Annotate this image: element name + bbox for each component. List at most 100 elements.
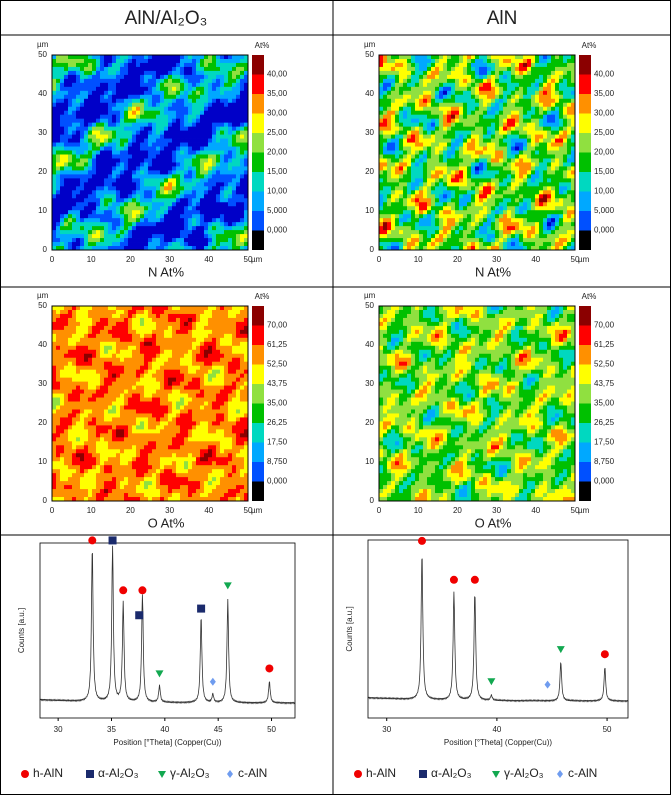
map-cell [148, 118, 153, 124]
map-cell [387, 146, 392, 151]
map-cell [383, 102, 388, 108]
map-cell [172, 222, 177, 227]
map-cell [435, 146, 440, 151]
map-cell [475, 226, 480, 231]
map-cell [100, 98, 105, 104]
map-cell [116, 94, 121, 100]
map-cell [236, 174, 241, 179]
map-cell [555, 238, 560, 243]
map-cell [92, 170, 97, 175]
map-cell [419, 62, 424, 68]
map-cell [176, 146, 181, 151]
map-cell [387, 150, 392, 155]
x-tick-label: 10 [414, 255, 423, 264]
map-cell [471, 94, 476, 100]
map-cell [423, 118, 428, 124]
map-cell [439, 118, 444, 124]
map-cell [52, 437, 57, 442]
map-cell [423, 70, 428, 76]
map-cell [475, 210, 480, 215]
map-cell [431, 102, 436, 108]
map-cell [423, 126, 428, 132]
map-cell [383, 114, 388, 120]
map-cell [415, 86, 420, 92]
map-cell [455, 134, 460, 139]
map-cell [140, 118, 145, 124]
map-cell [104, 118, 109, 124]
plot-frame [378, 54, 576, 251]
map-cell [56, 465, 61, 470]
map-cell [148, 242, 153, 247]
map-cell [92, 214, 97, 219]
map-cell [104, 86, 109, 92]
map-cell [56, 94, 61, 100]
map-cell [208, 174, 213, 179]
map-cell [415, 190, 420, 195]
map-cell [244, 234, 249, 239]
map-cell [148, 166, 153, 171]
map-cell [403, 102, 408, 108]
map-cell [527, 214, 532, 219]
map-cell [88, 114, 93, 120]
map-cell [443, 146, 448, 151]
map-cell [499, 226, 504, 231]
map-cell [415, 242, 420, 247]
map-cell [180, 214, 185, 219]
map-cell [160, 186, 165, 191]
map-cell [439, 206, 444, 211]
map-cell [208, 166, 213, 171]
map-cell [172, 158, 177, 163]
map-cell [547, 214, 552, 219]
map-cell [471, 234, 476, 239]
map-cell [176, 58, 181, 64]
colorbar-tick-label: 35,00 [267, 89, 288, 98]
map-cell [240, 174, 245, 179]
map-cell [495, 86, 500, 92]
map-cell [88, 122, 93, 128]
map-cell [72, 158, 77, 163]
map-cell [383, 190, 388, 195]
map-cell [52, 489, 57, 494]
map-cell [455, 82, 460, 88]
map-cell [232, 86, 237, 92]
map-cell [136, 134, 141, 139]
map-cell [120, 238, 125, 243]
map-cell [547, 162, 552, 167]
map-cell [92, 198, 97, 203]
map-cell [483, 246, 488, 251]
map-cell [244, 114, 249, 120]
map-cell [200, 90, 205, 96]
map-cell [555, 74, 560, 80]
map-cell [451, 98, 456, 104]
map-cell [539, 190, 544, 195]
map-cell [68, 234, 73, 239]
map-cell [551, 58, 556, 64]
map-cell [463, 94, 468, 100]
map-cell [523, 234, 528, 239]
x-tick-label: 40 [531, 255, 540, 264]
map-cell [152, 210, 157, 215]
map-cell [443, 90, 448, 96]
map-cell [555, 206, 560, 211]
map-cell [172, 74, 177, 80]
map-cell [76, 70, 81, 76]
map-cell [160, 174, 165, 179]
map-cell [244, 238, 249, 243]
map-cell [136, 118, 141, 124]
map-cell [196, 178, 201, 183]
map-cell [531, 154, 536, 159]
map-cell [447, 198, 452, 203]
map-cell [527, 234, 532, 239]
map-cell [555, 158, 560, 163]
map-cell [220, 234, 225, 239]
map-cell [144, 118, 149, 124]
map-cell [104, 66, 109, 72]
map-cell [411, 78, 416, 84]
map-cell [92, 94, 97, 100]
map-cell [439, 158, 444, 163]
map-cell [503, 154, 508, 159]
map-cell [232, 242, 237, 247]
map-cell [196, 242, 201, 247]
map-cell [168, 158, 173, 163]
map-cell [220, 222, 225, 227]
